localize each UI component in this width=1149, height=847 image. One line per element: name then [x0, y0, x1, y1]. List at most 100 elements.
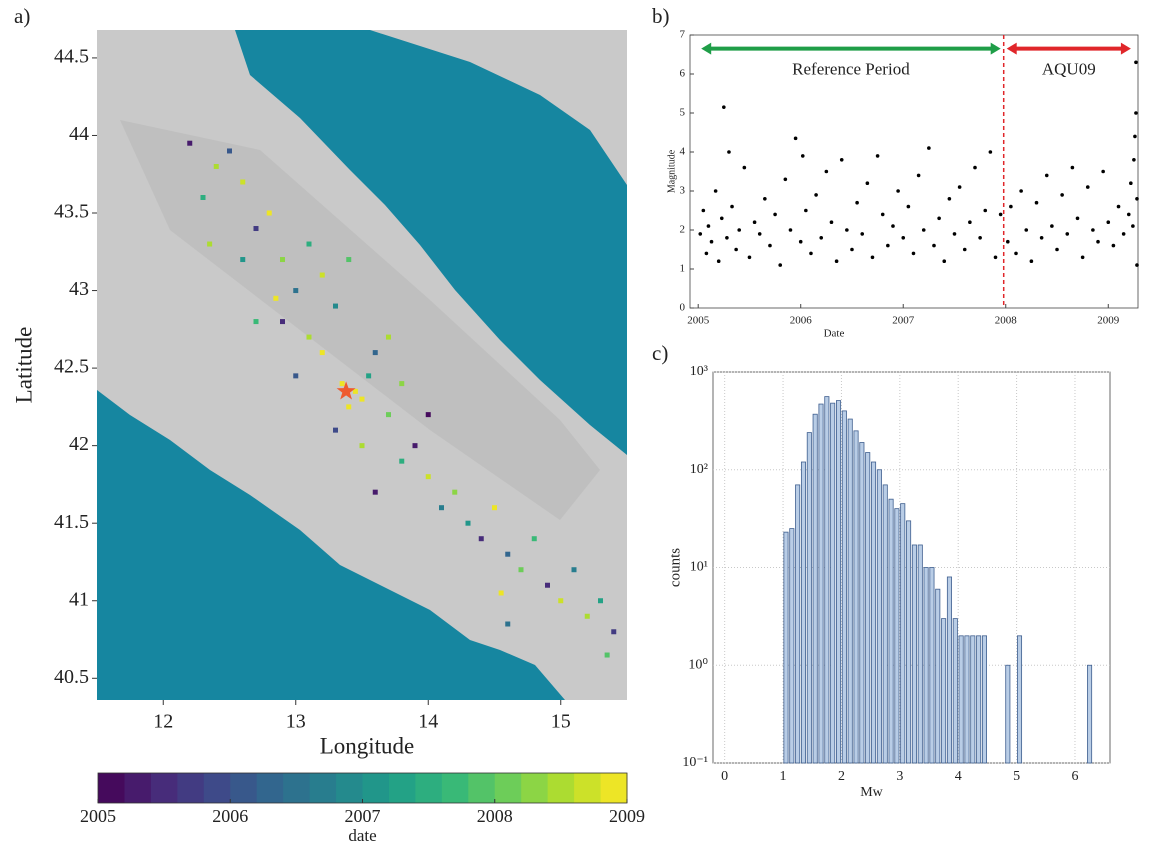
event-point: [372, 350, 378, 356]
data-point: [916, 173, 921, 178]
bar: [812, 413, 818, 764]
event-point: [240, 179, 246, 185]
y-tick-label: 0: [680, 302, 686, 314]
colorbar-cell: [256, 773, 284, 803]
colorbar-cell: [150, 773, 178, 803]
bar: [859, 442, 865, 764]
data-point: [773, 212, 777, 217]
event-point: [505, 621, 511, 627]
bar: [871, 461, 877, 764]
arrow-head: [1006, 42, 1017, 55]
x-axis-label: Date: [824, 328, 845, 340]
colorbar-tick-label: 2007: [345, 806, 381, 826]
bar: [946, 576, 952, 764]
data-point: [763, 197, 767, 201]
event-point: [213, 163, 219, 169]
colorbar-tick-label: 2008: [477, 806, 513, 826]
event-point: [505, 551, 511, 557]
bar: [789, 528, 795, 764]
data-point: [706, 224, 711, 228]
x-tick-label: 2008: [995, 315, 1018, 327]
event-point: [399, 458, 405, 464]
relief: [120, 120, 600, 520]
y-tick-label: 41.5: [54, 511, 89, 533]
data-point: [927, 146, 931, 150]
data-point: [800, 154, 805, 158]
colorbar-cell: [388, 773, 416, 803]
data-point: [1133, 134, 1137, 139]
data-point: [988, 150, 993, 154]
y-tick-label: 40.5: [54, 666, 89, 688]
bar: [917, 544, 923, 764]
data-point: [901, 236, 906, 240]
x-axis-label: Mw: [860, 785, 883, 800]
colorbar-cell: [124, 773, 152, 803]
data-point: [713, 189, 718, 193]
event-point: [452, 489, 458, 495]
event-point: [558, 598, 564, 604]
data-point: [957, 185, 962, 189]
colorbar-tick-label: 2006: [212, 806, 248, 826]
colorbar-cell: [177, 773, 205, 803]
data-point: [727, 150, 731, 154]
data-point: [1126, 212, 1131, 217]
bar: [952, 618, 958, 764]
data-point: [1080, 255, 1085, 260]
bar: [795, 484, 801, 764]
bar: [853, 430, 859, 764]
data-point: [722, 105, 726, 109]
colorbar-cell: [441, 773, 469, 803]
data-point: [798, 239, 803, 244]
annotation: Reference Period: [792, 60, 910, 79]
data-point: [725, 236, 729, 240]
bar: [836, 400, 842, 764]
colorbar-tick-label: 2009: [609, 806, 645, 826]
bar: [783, 531, 789, 764]
x-tick-label: 0: [721, 769, 728, 784]
arrow-head: [1120, 42, 1131, 55]
event-point: [187, 140, 193, 146]
data-point: [865, 181, 870, 185]
data-point: [937, 216, 941, 221]
bar: [964, 635, 970, 764]
data-point: [947, 197, 952, 201]
data-point: [716, 259, 721, 264]
colorbar-cell: [574, 773, 602, 803]
plot-frame: [689, 34, 1139, 309]
bar: [806, 432, 812, 764]
data-point: [757, 232, 762, 236]
y-tick-label: 43.5: [54, 201, 89, 223]
data-point: [921, 228, 926, 232]
bar: [824, 396, 830, 764]
colorbar-tick-label: 2005: [80, 806, 116, 826]
event-point: [333, 427, 338, 433]
data-point: [1034, 200, 1039, 205]
data-point: [973, 165, 977, 170]
data-point: [742, 165, 747, 170]
land: [370, 30, 627, 185]
x-tick-label: 2: [838, 769, 845, 784]
data-point: [1014, 251, 1018, 256]
event-point: [366, 373, 372, 379]
bar: [830, 402, 836, 764]
bar: [888, 498, 894, 764]
event-point: [372, 489, 378, 495]
x-tick-label: 2007: [892, 315, 915, 327]
data-point: [1006, 239, 1010, 244]
event-point: [339, 381, 345, 387]
y-tick-label: 3: [680, 185, 686, 197]
data-point: [880, 212, 885, 217]
event-point: [253, 319, 259, 325]
data-point: [1106, 220, 1111, 224]
data-point: [1039, 236, 1044, 240]
y-tick-label: 10⁰: [688, 657, 708, 672]
event-point: [425, 412, 431, 418]
y-tick-label: 6: [680, 68, 686, 80]
bar: [935, 588, 941, 764]
y-tick-label: 10⁻¹: [682, 755, 708, 770]
data-point: [1044, 173, 1049, 178]
event-point: [280, 257, 285, 263]
event-point: [478, 536, 484, 542]
event-point: [207, 241, 213, 247]
